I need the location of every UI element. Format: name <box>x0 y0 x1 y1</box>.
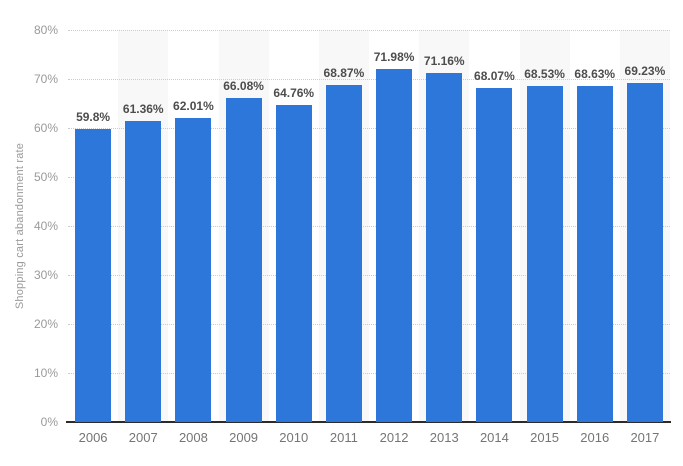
x-tick-label: 2008 <box>178 430 208 445</box>
bar-2009[interactable] <box>225 98 262 422</box>
bar-2016[interactable] <box>576 85 613 422</box>
x-tick-label: 2012 <box>379 430 409 445</box>
bar-value-label: 64.76% <box>273 85 315 100</box>
bar-value-label: 68.63% <box>574 66 616 81</box>
bar-2010[interactable] <box>275 104 312 422</box>
x-tick-label: 2006 <box>78 430 108 445</box>
bar-value-label: 71.98% <box>373 50 415 65</box>
x-tick-label: 2013 <box>429 430 459 445</box>
gridline <box>68 128 670 129</box>
bar-2011[interactable] <box>325 84 362 422</box>
bar-value-label: 62.01% <box>173 99 214 114</box>
bar-2014[interactable] <box>476 88 513 422</box>
y-tick-label: 70% <box>33 72 58 86</box>
bar-2008[interactable] <box>175 118 212 422</box>
x-tick-label: 2010 <box>279 430 309 445</box>
bar-2013[interactable] <box>426 73 463 422</box>
bar-value-label: 59.8% <box>76 109 111 124</box>
x-tick-label: 2007 <box>128 430 158 445</box>
gridline <box>68 79 670 80</box>
x-tick-label: 2011 <box>329 430 358 445</box>
bar-value-label: 69.23% <box>624 63 666 78</box>
x-tick-label: 2015 <box>530 430 560 445</box>
x-tick-label: 2009 <box>229 430 259 445</box>
plot-area: 59.8% 61.36% 62.01% 66.08% 64.76% 68.87% 71.98… <box>66 30 671 423</box>
y-tick-label: 80% <box>33 23 58 37</box>
bar-2006[interactable] <box>75 128 112 422</box>
y-tick-label: 30% <box>33 268 58 282</box>
x-tick-label: 2016 <box>580 430 610 445</box>
bar-value-label: 68.53% <box>524 67 565 82</box>
y-tick-label: 40% <box>33 219 58 233</box>
bar-2015[interactable] <box>526 86 563 422</box>
y-tick-label: 10% <box>33 366 58 380</box>
bar-2007[interactable] <box>125 121 162 422</box>
bar-value-label: 66.08% <box>223 79 264 94</box>
gridline <box>68 30 670 31</box>
bar-value-label: 61.36% <box>122 102 164 117</box>
bar-value-label: 71.16% <box>423 54 465 69</box>
x-tick-label: 2017 <box>630 430 660 445</box>
gridline <box>68 177 670 178</box>
gridline <box>68 373 670 374</box>
x-axis-line <box>66 421 671 423</box>
y-tick-label: 50% <box>33 170 58 184</box>
bar-value-label: 68.07% <box>474 69 515 84</box>
y-tick-label: 60% <box>33 121 58 135</box>
y-tick-label: 0% <box>40 415 58 429</box>
bar-value-label: 68.87% <box>323 65 365 80</box>
bar-2012[interactable] <box>376 69 413 422</box>
bar-2017[interactable] <box>626 82 663 422</box>
x-tick-label: 2014 <box>479 430 509 445</box>
gridline <box>68 226 670 227</box>
gridline <box>68 324 670 325</box>
gridline <box>68 275 670 276</box>
y-tick-label: 20% <box>33 317 58 331</box>
